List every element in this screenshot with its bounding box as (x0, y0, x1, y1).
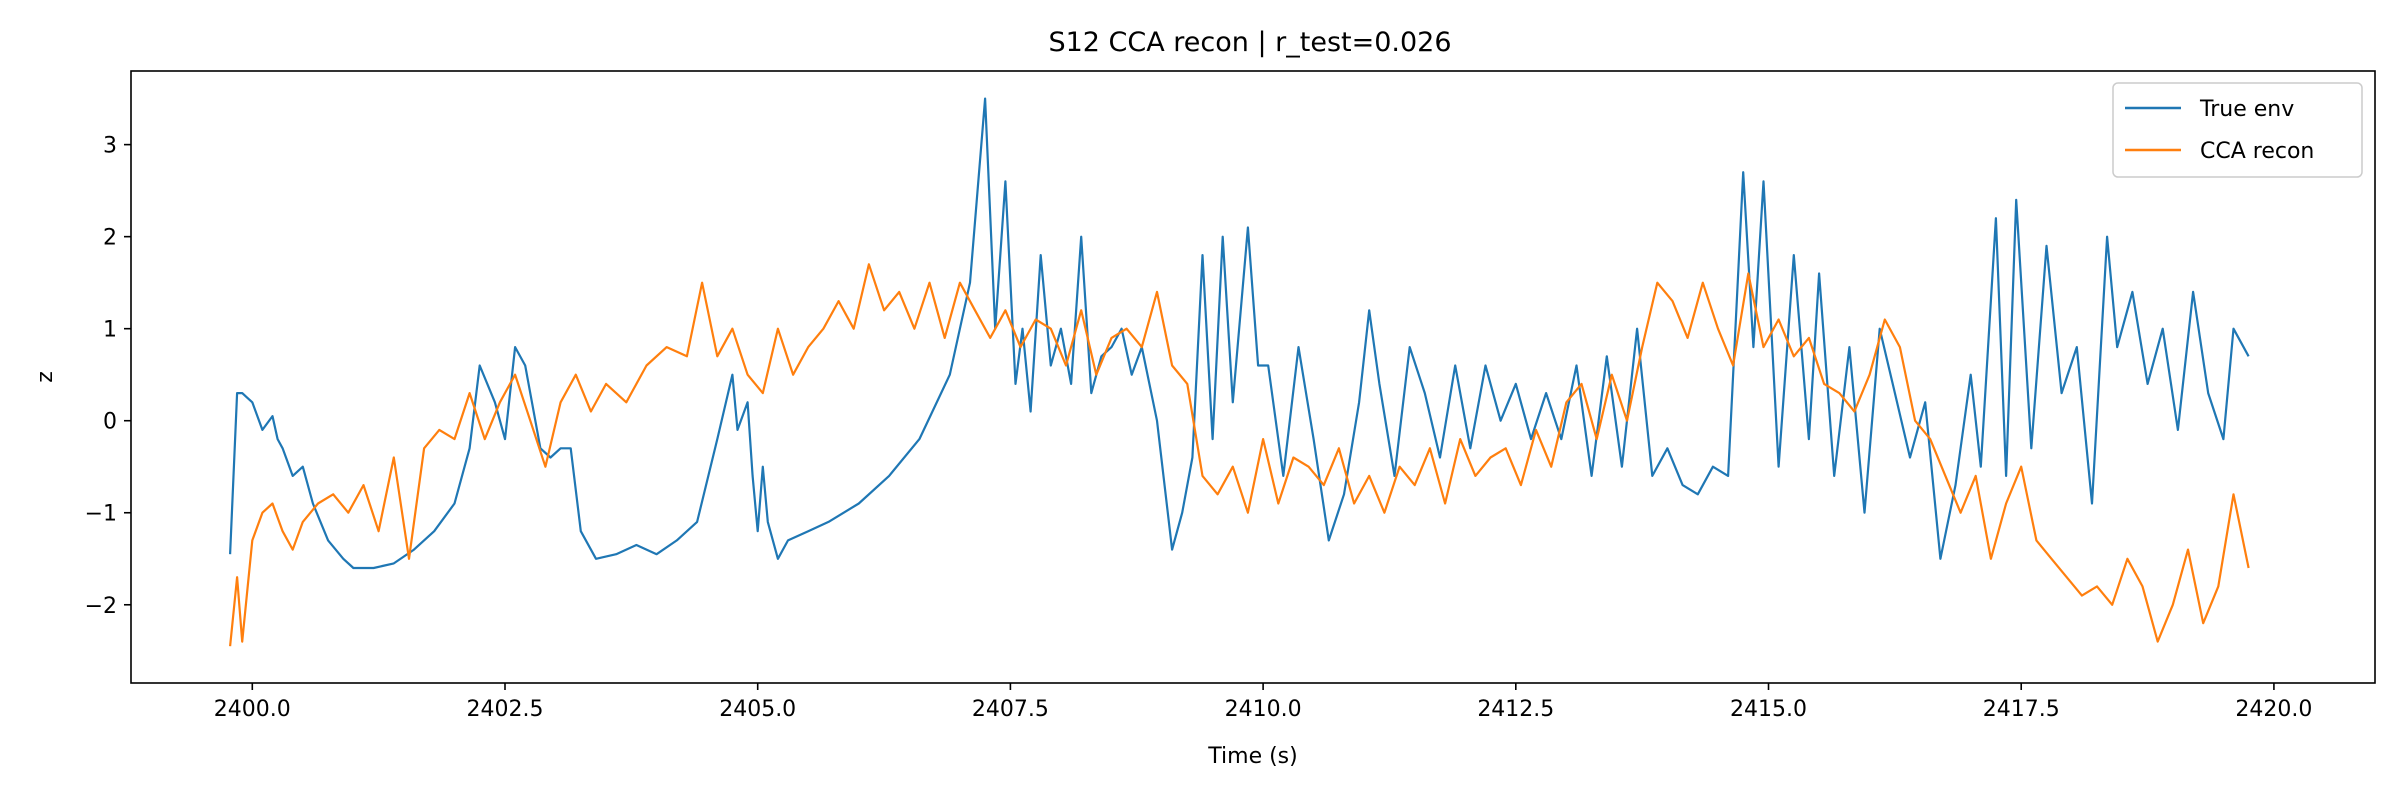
x-tick-label: 2410.0 (1225, 697, 1302, 722)
y-tick-label: 0 (103, 410, 117, 435)
plot-frame (130, 70, 2376, 684)
y-axis: −2 −1 0 1 2 3 (85, 134, 131, 619)
y-axis-label: z (33, 371, 58, 383)
legend-box (2112, 82, 2363, 178)
y-tick-label: −1 (85, 502, 117, 527)
y-tick-label: 3 (103, 134, 117, 159)
x-tick-label: 2402.5 (467, 697, 544, 722)
x-tick-label: 2400.0 (214, 697, 291, 722)
series-line-true-env (229, 97, 2250, 570)
y-tick-label: 1 (103, 318, 117, 343)
legend-label-cca-recon: CCA recon (2200, 139, 2314, 164)
x-tick-label: 2417.5 (1983, 697, 2060, 722)
x-tick-label: 2412.5 (1477, 697, 1554, 722)
x-tick-label: 2405.0 (719, 697, 796, 722)
plot-area (130, 70, 2376, 684)
x-tick-label: 2420.0 (2235, 697, 2312, 722)
chart-title: S12 CCA recon | r_test=0.026 (1048, 27, 1451, 58)
x-axis: 2400.0 2402.5 2405.0 2407.5 2410.0 2412.5 2415… (214, 683, 2312, 722)
legend-label-true-env: True env (2199, 97, 2294, 122)
x-tick-label: 2407.5 (972, 697, 1049, 722)
series-layer (229, 97, 2250, 647)
x-tick-label: 2415.0 (1730, 697, 1807, 722)
series-line-cca-recon (229, 263, 2250, 647)
y-tick-label: −2 (85, 594, 117, 619)
y-tick-label: 2 (103, 226, 117, 251)
legend: True env CCA recon (2112, 82, 2363, 178)
x-axis-label: Time (s) (1207, 744, 1297, 769)
